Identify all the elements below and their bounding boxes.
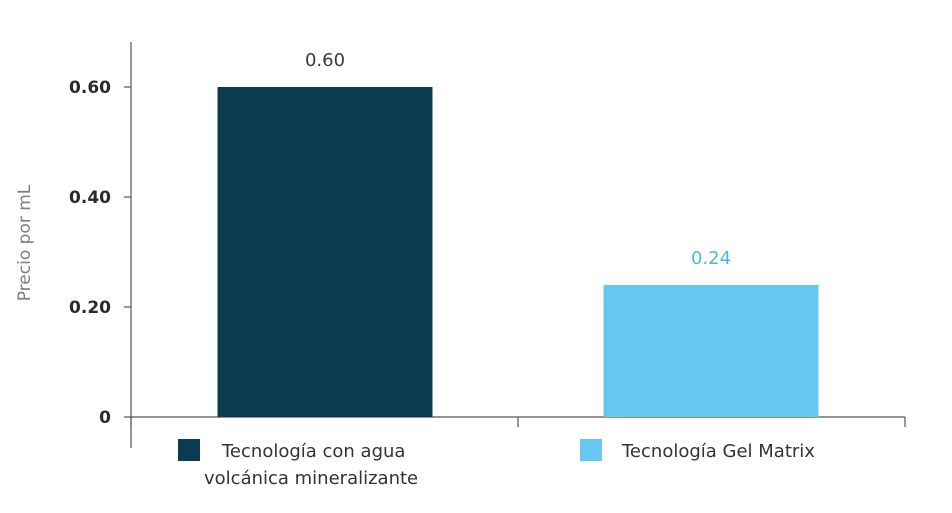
- data-label: 0.60: [305, 50, 345, 71]
- legend-label: Tecnología con agua volcánica mineralizan…: [204, 441, 418, 489]
- legend-label-line: Tecnología con agua: [221, 441, 405, 462]
- y-axis-ticks: 0 0.20 0.40 0.60: [69, 78, 131, 428]
- y-tick-label: 0.20: [69, 298, 111, 318]
- bar: [603, 285, 819, 417]
- legend-label: Tecnología Gel Matrix: [621, 441, 815, 462]
- legend-swatch: [178, 439, 200, 461]
- data-label: 0.24: [691, 248, 731, 269]
- legend: Tecnología con agua volcánica mineralizan…: [178, 439, 815, 489]
- bars: 0.60 0.24: [217, 50, 819, 417]
- legend-label-line: volcánica mineralizante: [204, 468, 418, 489]
- bar: [217, 87, 433, 417]
- y-axis-label: Precio por mL: [15, 184, 35, 301]
- legend-swatch: [580, 439, 602, 461]
- y-tick-label: 0.40: [69, 188, 111, 208]
- y-tick-label: 0.60: [69, 78, 111, 98]
- y-tick-label: 0: [99, 408, 111, 428]
- legend-label-line: Tecnología Gel Matrix: [621, 441, 815, 462]
